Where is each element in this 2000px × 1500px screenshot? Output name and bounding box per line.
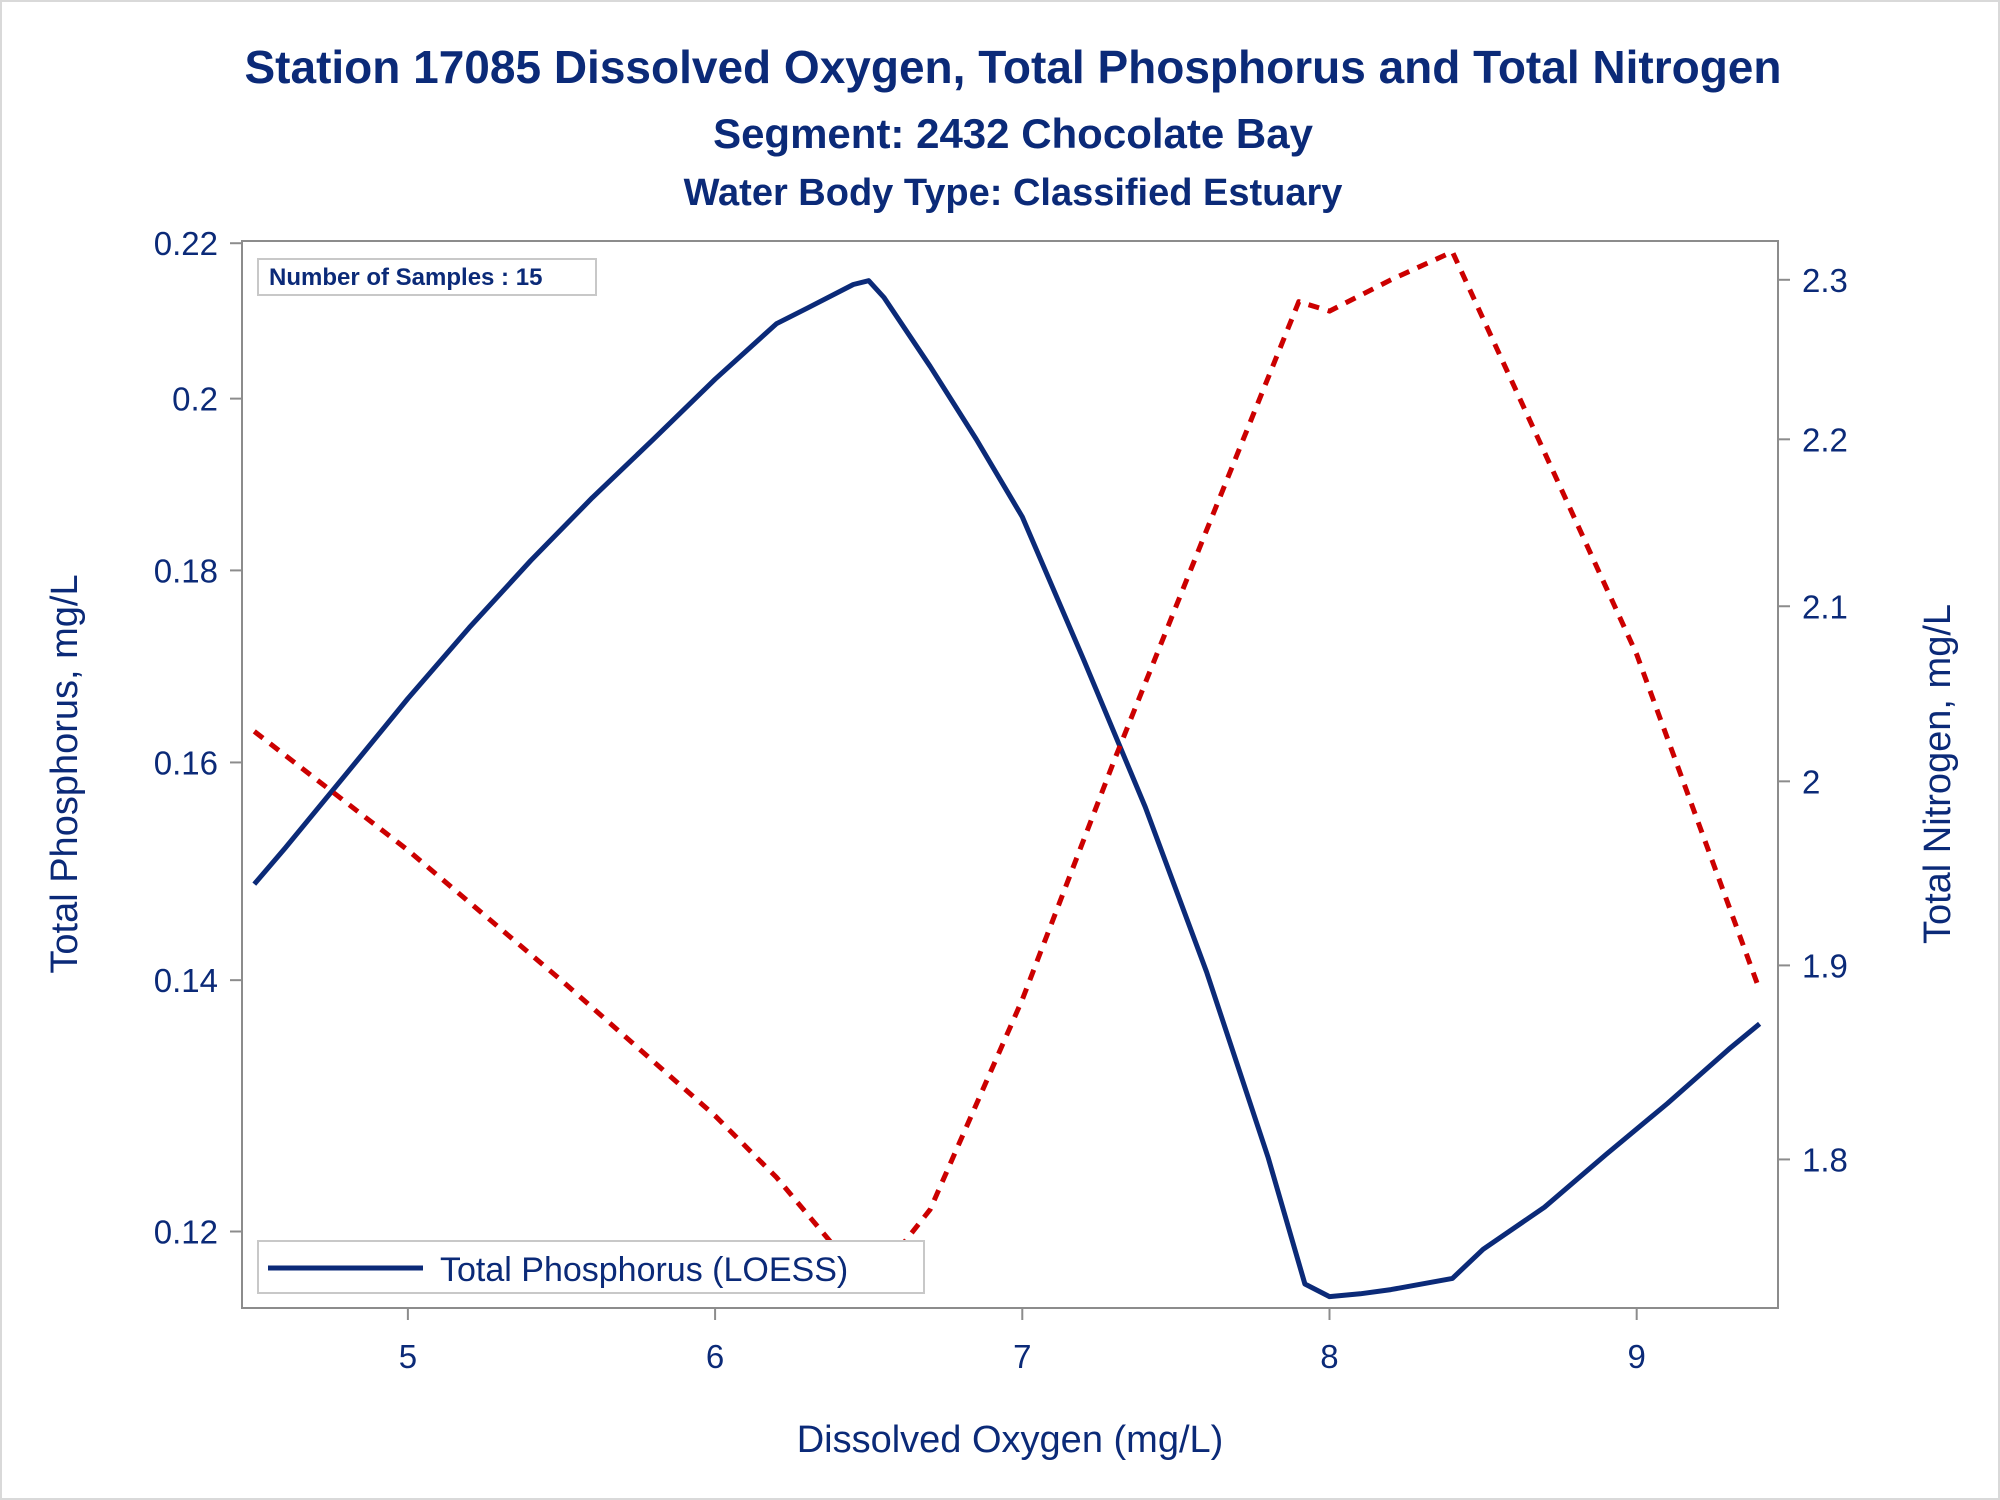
chart-subtitle-segment: Segment: 2432 Chocolate Bay: [713, 110, 1314, 157]
series-layer: [252, 249, 1762, 1300]
right-y-axis: 1.8 1.9 2 2.1 2.2 2.3: [1778, 262, 1848, 1178]
left-y-tick-label: 0.18: [154, 552, 218, 589]
x-axis-title: Dissolved Oxygen (mg/L): [797, 1419, 1224, 1461]
left-y-axis: 0.12 0.14 0.16 0.18 0.2 0.22: [154, 225, 242, 1251]
legend-label-phosphorus: Total Phosphorus (LOESS): [440, 1251, 848, 1289]
sample-count-border: [257, 258, 597, 296]
right-y-tick-label: 2.3: [1802, 262, 1848, 299]
chart-title: Station 17085 Dissolved Oxygen, Total Ph…: [244, 41, 1781, 93]
chart-subtitle-waterbody: Water Body Type: Classified Estuary: [684, 172, 1343, 214]
right-y-tick-label: 2: [1802, 763, 1820, 800]
left-y-tick-label: 0.14: [154, 962, 218, 999]
right-y-tick-label: 1.9: [1802, 947, 1848, 984]
left-y-tick-label: 0.2: [172, 381, 218, 418]
plot-area-frame: [241, 240, 1779, 1309]
left-y-tick-label: 0.22: [154, 225, 218, 262]
right-y-tick-label: 1.8: [1802, 1141, 1848, 1178]
x-tick-label: 5: [399, 1338, 417, 1375]
x-axis: 5 6 7 8 9: [399, 1308, 1646, 1375]
left-y-tick-label: 0.12: [154, 1214, 218, 1251]
x-tick-label: 6: [706, 1338, 724, 1375]
right-y-tick-label: 2.2: [1802, 421, 1848, 458]
right-y-tick-label: 2.1: [1802, 588, 1848, 625]
sample-count-box: Number of Samples : 15: [257, 258, 597, 296]
series-line-phosphorus: [252, 278, 1762, 1300]
x-tick-label: 8: [1320, 1338, 1338, 1375]
x-tick-label: 7: [1013, 1338, 1031, 1375]
right-y-axis-title: Total Nitrogen, mg/L: [1917, 604, 1959, 944]
x-tick-label: 9: [1628, 1338, 1646, 1375]
sample-count-label: Number of Samples : 15: [269, 264, 542, 291]
left-y-tick-label: 0.16: [154, 744, 218, 781]
series-line-nitrogen: [252, 249, 1762, 1290]
left-y-axis-title: Total Phosphorus, mg/L: [44, 574, 86, 973]
legend: Total Phosphorus (LOESS): [257, 1240, 925, 1294]
